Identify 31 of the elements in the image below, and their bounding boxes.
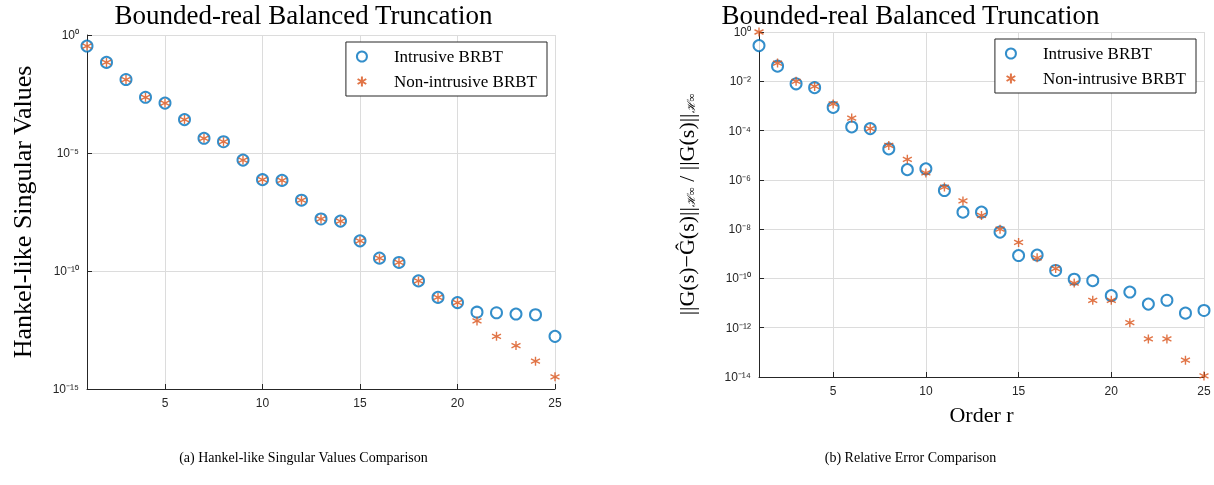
y-axis-title: Hankel-like Singular Values — [7, 65, 37, 359]
x-tick-label: 5 — [161, 396, 169, 410]
y-tick-label: 10⁰ — [61, 28, 79, 42]
x-tick-label: 20 — [1104, 384, 1119, 398]
x-tick-label: 20 — [450, 396, 465, 410]
x-axis-title: Order r — [949, 401, 1015, 427]
x-tick-label: 25 — [1197, 384, 1211, 398]
legend-label: Non-intrusive BRBT — [1042, 69, 1187, 88]
y-tick-label: 10⁻⁵ — [56, 146, 80, 160]
legend-label: Intrusive BRBT — [393, 47, 504, 66]
y-axis-title: ||G(s)−Ĝ(s)||ℋ∞ / ||G(s)||ℋ∞ — [673, 93, 699, 316]
legend-label: Intrusive BRBT — [1042, 44, 1153, 63]
y-tick-label: 10⁻¹⁵ — [52, 382, 80, 396]
y-tick-label: 10⁻⁶ — [728, 172, 752, 187]
text: (b) Relative Error Comparison — [823, 450, 998, 466]
y-tick-label: 10⁻¹⁰ — [53, 264, 79, 278]
y-tick-label: 10⁻¹⁰ — [725, 271, 751, 286]
x-tick-label: 10 — [919, 384, 933, 398]
x-tick-label: 5 — [829, 384, 837, 398]
x-tick-label: 15 — [1011, 384, 1026, 398]
x-tick-label: 15 — [353, 396, 367, 410]
y-tick-label: 10⁻¹² — [725, 320, 751, 335]
y-tick-label: 10⁻¹⁴ — [724, 370, 751, 384]
y-tick-label: 10⁻⁴ — [728, 123, 751, 138]
y-tick-label: 10⁻⁸ — [728, 222, 751, 237]
y-tick-label: 10⁻² — [729, 74, 751, 89]
text: (a) Hankel-like Singular Values Comparison — [178, 450, 429, 466]
x-tick-label: 25 — [548, 396, 562, 410]
legend-label: Non-intrusive BRBT — [393, 72, 538, 91]
chart-title: Bounded-real Balanced Truncation — [114, 0, 493, 30]
x-tick-label: 10 — [255, 396, 270, 410]
